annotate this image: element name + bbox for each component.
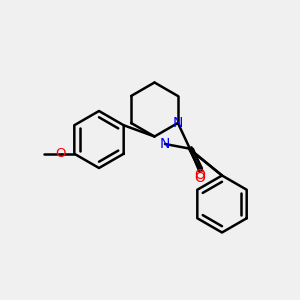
Text: O: O: [56, 147, 66, 160]
Text: N: N: [173, 116, 183, 130]
Text: N: N: [160, 137, 170, 151]
Text: O: O: [194, 171, 205, 184]
Text: O: O: [194, 168, 205, 182]
